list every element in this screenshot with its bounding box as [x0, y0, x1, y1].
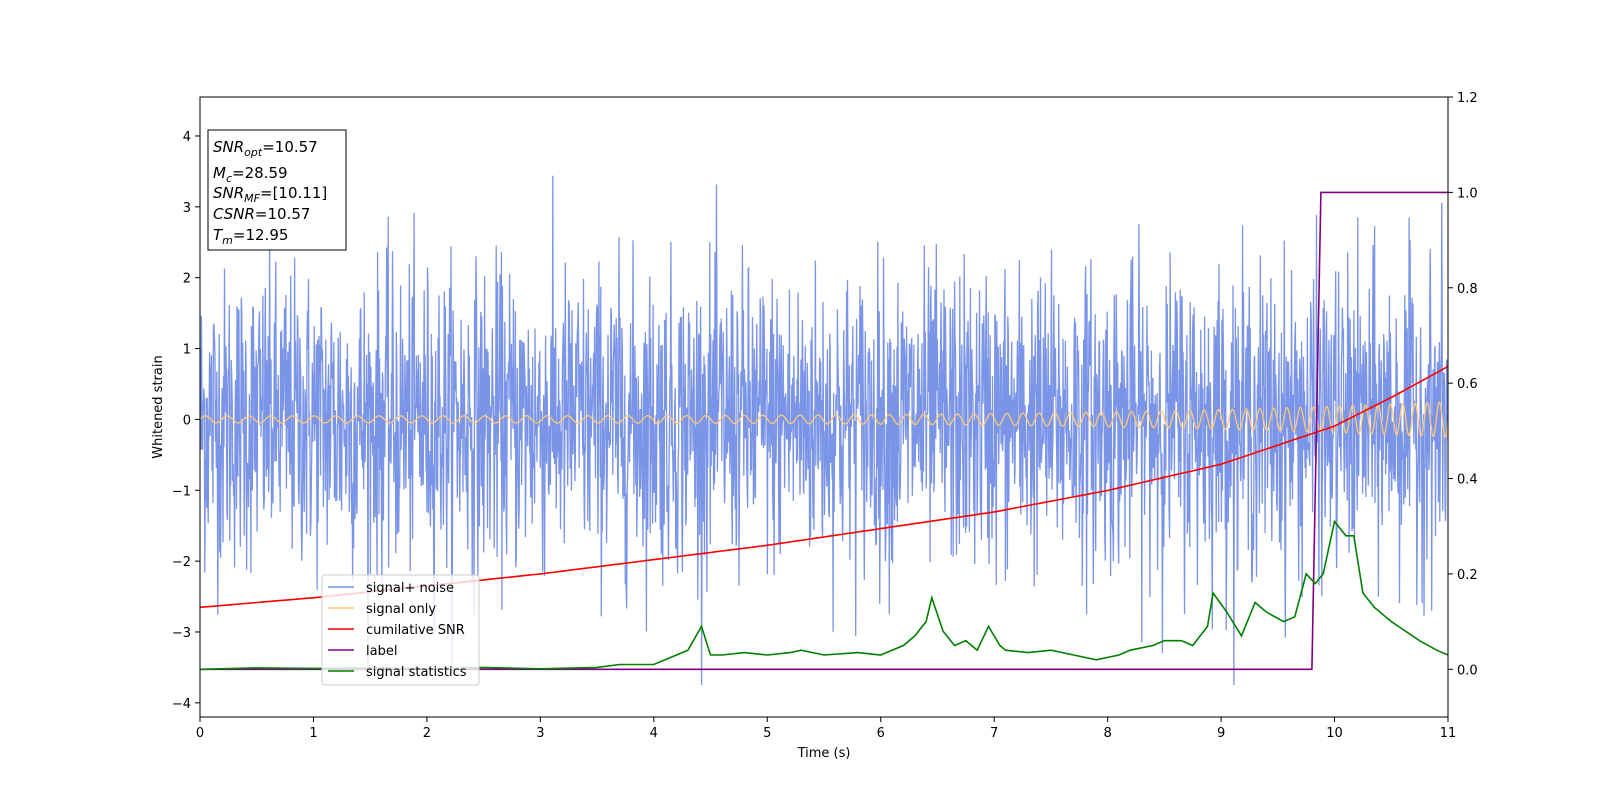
x-tick-label: 7 — [990, 726, 998, 741]
legend-label: signal+ noise — [366, 581, 454, 596]
legend-label: signal statistics — [366, 665, 467, 680]
legend-label: cumilative SNR — [366, 623, 465, 638]
y-left-tick-label: −2 — [172, 555, 191, 570]
legend: signal+ noise signal only cumilative SNR la… — [321, 574, 480, 686]
y-left-tick-label: −4 — [172, 697, 191, 712]
y-right-tick-label: 1.2 — [1457, 91, 1478, 106]
y-right-tick-label: 0.0 — [1457, 663, 1478, 678]
x-tick-label: 4 — [650, 726, 658, 741]
x-tick-label: 8 — [1103, 726, 1111, 741]
series-signal-only — [200, 401, 1448, 438]
y-right-tick-label: 0.4 — [1457, 473, 1478, 488]
x-tick-label: 10 — [1326, 726, 1343, 741]
legend-label: signal only — [366, 602, 436, 617]
annotation-box: SNRopt=10.57 Mc=28.59 SNRMF=[10.11] CSNR… — [207, 129, 347, 251]
y-axis-right: 0.0 0.2 0.4 0.6 0.8 1.0 1.2 — [1448, 91, 1478, 678]
annotation-snr-opt: SNRopt=10.57 — [213, 138, 318, 159]
annotation-tm: Tm=12.95 — [213, 226, 288, 247]
y-left-tick-label: −3 — [172, 626, 191, 641]
y-left-tick-label: 2 — [183, 272, 191, 287]
x-axis: 0 1 2 3 4 5 6 7 8 9 10 11 — [196, 717, 1456, 741]
series-signal-statistics — [200, 519, 1448, 671]
legend-frame — [321, 574, 480, 686]
series-signal-noise — [200, 175, 1448, 686]
legend-label: label — [366, 644, 397, 659]
y-left-tick-label: 0 — [183, 413, 191, 428]
y-left-tick-label: 1 — [183, 343, 191, 358]
annotation-snr-mf: SNRMF=[10.11] — [213, 184, 327, 205]
series-label — [200, 191, 1448, 671]
x-tick-label: 0 — [196, 726, 204, 741]
y-left-tick-label: 4 — [183, 130, 191, 145]
annotation-frame — [207, 129, 347, 251]
y-left-tick-label: −1 — [172, 484, 191, 499]
x-tick-label: 2 — [423, 726, 431, 741]
y-axis-label: Whitened strain — [151, 355, 166, 458]
x-tick-label: 3 — [536, 726, 544, 741]
x-tick-label: 6 — [877, 726, 885, 741]
y-axis-left: −4 −3 −2 −1 0 1 2 3 4 — [172, 130, 200, 712]
plot-frame — [199, 96, 1449, 718]
y-right-tick-label: 1.0 — [1457, 186, 1478, 201]
y-right-tick-label: 0.2 — [1457, 568, 1478, 583]
x-axis-label: Time (s) — [797, 746, 851, 761]
y-right-tick-label: 0.6 — [1457, 377, 1478, 392]
y-left-tick-label: 3 — [183, 201, 191, 216]
annotation-mc: Mc=28.59 — [213, 164, 288, 185]
x-tick-label: 1 — [309, 726, 317, 741]
x-tick-label: 5 — [763, 726, 771, 741]
x-tick-label: 11 — [1440, 726, 1457, 741]
x-tick-label: 9 — [1217, 726, 1225, 741]
y-right-tick-label: 0.8 — [1457, 282, 1478, 297]
annotation-csnr: CSNR=10.57 — [213, 205, 310, 223]
